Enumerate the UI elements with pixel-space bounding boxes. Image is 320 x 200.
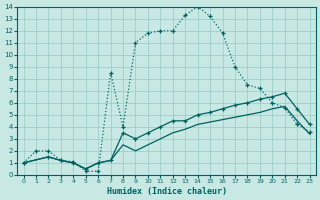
- X-axis label: Humidex (Indice chaleur): Humidex (Indice chaleur): [107, 187, 227, 196]
